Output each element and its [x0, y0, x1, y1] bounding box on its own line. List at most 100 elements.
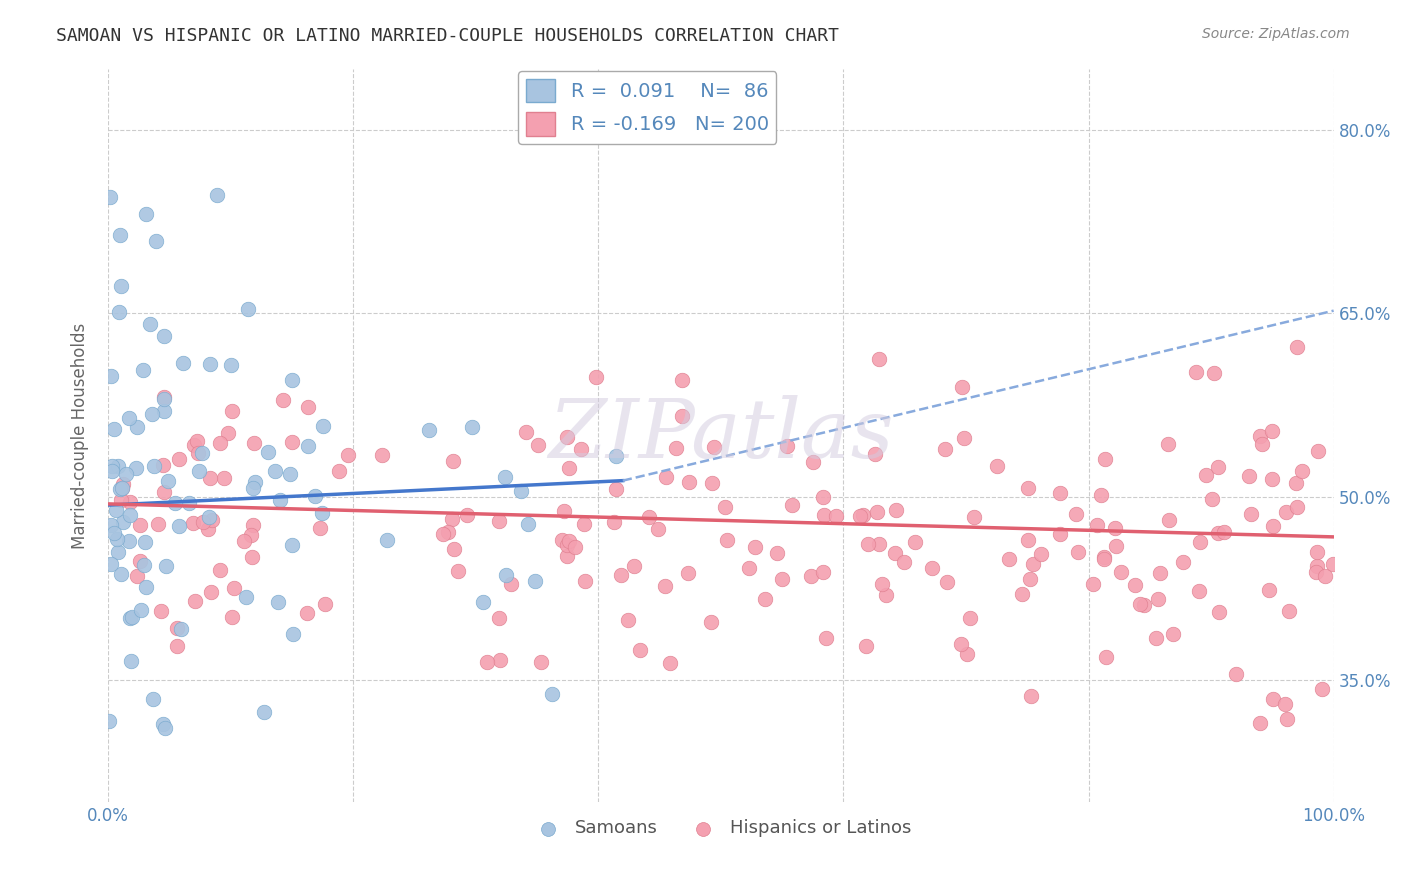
Point	[152, 458, 174, 472]
Point	[499, 577, 522, 591]
Point	[100, 369, 122, 384]
Point	[193, 516, 215, 530]
Point	[555, 549, 578, 564]
Point	[1049, 526, 1071, 541]
Point	[1261, 692, 1284, 706]
Point	[264, 464, 287, 478]
Point	[129, 554, 152, 568]
Point	[221, 610, 243, 624]
Text: SAMOAN VS HISPANIC OR LATINO MARRIED-COUPLE HOUSEHOLDS CORRELATION CHART: SAMOAN VS HISPANIC OR LATINO MARRIED-COU…	[56, 27, 839, 45]
Point	[240, 549, 263, 564]
Point	[141, 407, 163, 421]
Point	[243, 475, 266, 489]
Point	[152, 390, 174, 404]
Point	[418, 423, 440, 437]
Point	[617, 613, 640, 627]
Point	[904, 535, 927, 549]
Point	[665, 441, 688, 455]
Point	[884, 546, 907, 560]
Point	[1132, 598, 1154, 612]
Point	[208, 436, 231, 450]
Point	[1194, 467, 1216, 482]
Point	[1275, 505, 1298, 519]
Point	[1109, 565, 1132, 579]
Point	[638, 509, 661, 524]
Point	[886, 503, 908, 517]
Point	[959, 610, 981, 624]
Text: Source: ZipAtlas.com: Source: ZipAtlas.com	[1202, 27, 1350, 41]
Point	[336, 448, 359, 462]
Point	[115, 467, 138, 482]
Point	[602, 516, 624, 530]
Point	[278, 467, 301, 482]
Point	[744, 540, 766, 554]
Point	[139, 317, 162, 331]
Point	[998, 551, 1021, 566]
Point	[1313, 569, 1336, 583]
Point	[671, 373, 693, 387]
Point	[754, 592, 776, 607]
Point	[1251, 437, 1274, 451]
Point	[986, 459, 1008, 474]
Point	[1225, 666, 1247, 681]
Point	[472, 595, 495, 609]
Point	[311, 506, 333, 520]
Point	[142, 458, 165, 473]
Point	[100, 557, 122, 571]
Point	[1146, 592, 1168, 607]
Point	[1261, 472, 1284, 486]
Point	[1090, 488, 1112, 502]
Point	[281, 374, 304, 388]
Point	[555, 430, 578, 444]
Point	[125, 569, 148, 583]
Point	[868, 352, 890, 367]
Point	[108, 305, 131, 319]
Point	[129, 518, 152, 533]
Point	[110, 567, 132, 582]
Point	[776, 439, 799, 453]
Point	[219, 358, 242, 372]
Legend: Samoans, Hispanics or Latinos: Samoans, Hispanics or Latinos	[523, 812, 920, 845]
Point	[120, 495, 142, 509]
Point	[110, 228, 132, 243]
Point	[121, 609, 143, 624]
Point	[297, 400, 319, 414]
Point	[856, 537, 879, 551]
Point	[1306, 545, 1329, 559]
Point	[447, 565, 470, 579]
Text: ZIPatlas: ZIPatlas	[548, 395, 894, 475]
Point	[1274, 698, 1296, 712]
Point	[825, 509, 848, 524]
Point	[125, 461, 148, 475]
Point	[489, 653, 512, 667]
Point	[200, 471, 222, 485]
Point	[267, 595, 290, 609]
Point	[765, 546, 787, 560]
Point	[962, 510, 984, 524]
Point	[110, 482, 132, 496]
Point	[167, 519, 190, 533]
Point	[156, 474, 179, 488]
Point	[129, 602, 152, 616]
Point	[863, 447, 886, 461]
Point	[200, 357, 222, 371]
Point	[1208, 606, 1230, 620]
Point	[155, 721, 177, 735]
Point	[494, 470, 516, 484]
Point	[1173, 555, 1195, 569]
Point	[186, 434, 208, 448]
Point	[118, 533, 141, 548]
Point	[1305, 565, 1327, 579]
Point	[1095, 649, 1118, 664]
Point	[107, 545, 129, 559]
Point	[800, 568, 823, 582]
Point	[1022, 557, 1045, 571]
Point	[527, 438, 550, 452]
Point	[132, 558, 155, 573]
Point	[152, 717, 174, 731]
Point	[233, 534, 256, 549]
Point	[875, 588, 897, 602]
Point	[1204, 366, 1226, 380]
Point	[181, 516, 204, 530]
Point	[585, 370, 607, 384]
